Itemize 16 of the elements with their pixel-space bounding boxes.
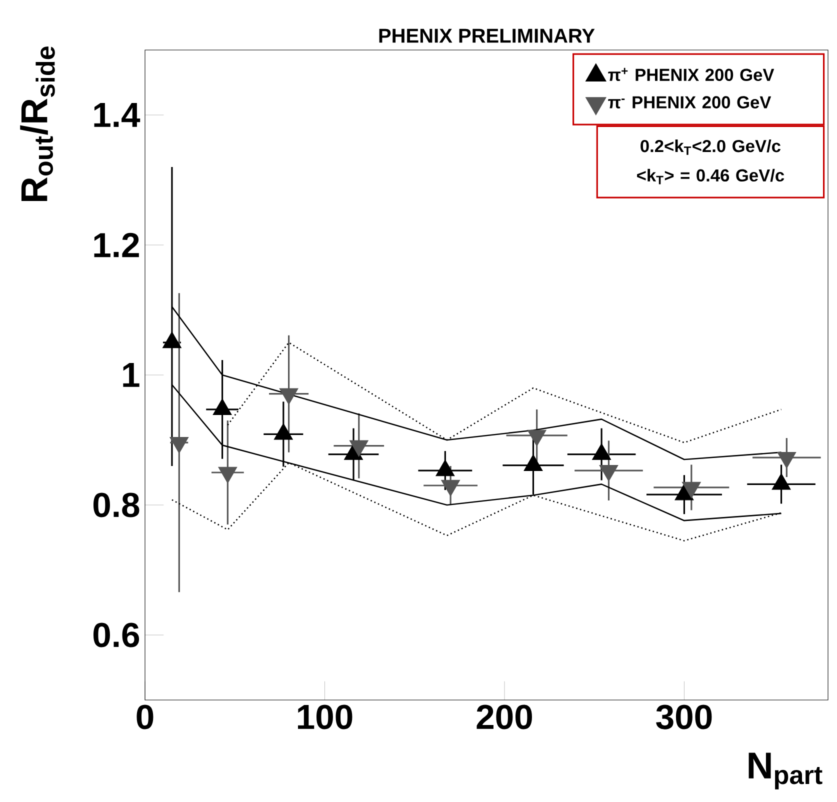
y-tick-label: 0.6 [93, 622, 140, 648]
x-tick-label: 300 [656, 704, 712, 730]
y-tick-label: 1.2 [94, 232, 139, 258]
y-axis-title: R$_{out}$/R$_{side}$ [20, 46, 55, 202]
y-tick-label: 0.8 [93, 492, 140, 518]
legend-label: π$^{-}$ PHENIX 200 GeV [608, 96, 772, 108]
y-tick-label: 1 [123, 363, 140, 387]
x-tick-label: 200 [476, 704, 532, 730]
chart-title: PHENIX PRELIMINARY [379, 28, 595, 43]
x-tick-label: 100 [298, 704, 352, 730]
legend-label: π$^{+}$ PHENIX 200 GeV [608, 68, 774, 82]
annotation: <k$_{T}$> = 0.46 GeV/c [637, 168, 784, 184]
y-tick-label: 1.4 [94, 103, 140, 127]
annotation: 0.2<k$_{T}$<2.0 GeV/c [640, 139, 780, 155]
x-tick-label: 0 [136, 704, 154, 730]
x-axis-title: N$_{part}$ [748, 752, 822, 790]
